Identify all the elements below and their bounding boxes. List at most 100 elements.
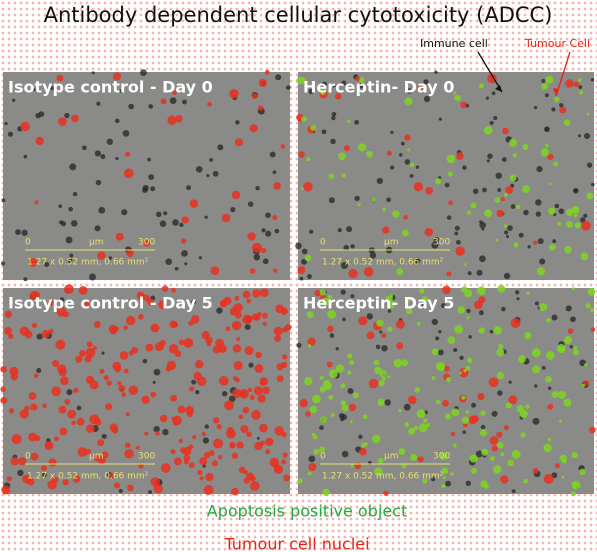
tumour-nucleus xyxy=(446,271,452,277)
tumour-nucleus xyxy=(29,290,39,301)
cell xyxy=(67,258,73,263)
cell xyxy=(68,206,74,212)
apoptosis-object xyxy=(422,478,428,484)
cell xyxy=(534,301,539,306)
cell xyxy=(535,199,542,206)
tumour-nucleus xyxy=(121,392,127,397)
cell xyxy=(491,91,496,96)
apoptosis-object xyxy=(463,368,467,373)
tumour-nucleus xyxy=(240,391,246,397)
scale-unit: µm xyxy=(384,452,399,462)
tumour-nucleus xyxy=(24,405,30,412)
cell xyxy=(174,266,179,271)
tumour-nucleus xyxy=(177,405,186,414)
tumour-nucleus xyxy=(108,472,115,479)
cell xyxy=(11,98,16,102)
tumour-nucleus xyxy=(0,386,6,393)
apoptosis-object xyxy=(347,119,351,124)
cell xyxy=(341,450,349,458)
panel-label: Isotype control - Day 5 xyxy=(8,294,213,313)
tumour-nucleus xyxy=(231,487,239,496)
tumour-nucleus xyxy=(344,145,350,152)
cell xyxy=(515,290,520,295)
apoptosis-object xyxy=(300,186,304,190)
apoptosis-object xyxy=(469,454,478,463)
scale-unit: µm xyxy=(89,238,104,248)
cell xyxy=(299,276,304,281)
tumour-nucleus xyxy=(478,296,486,304)
cell xyxy=(328,197,335,204)
cell xyxy=(459,355,464,361)
cell xyxy=(485,96,490,100)
cell xyxy=(309,229,314,234)
tumour-nucleus xyxy=(283,474,291,482)
cell xyxy=(35,113,41,119)
apoptosis-object xyxy=(518,355,526,364)
tumour-nucleus xyxy=(208,450,215,456)
apoptosis-object xyxy=(374,467,383,477)
apoptosis-object xyxy=(431,348,439,356)
tumour-nucleus xyxy=(443,365,450,372)
tumour-nucleus xyxy=(188,462,195,469)
scale-dims: 1.27 x 0.52 mm, 0.66 mm² xyxy=(322,472,444,482)
tumour-nucleus xyxy=(223,296,232,305)
tumour-nucleus xyxy=(249,481,260,491)
tumour-nucleus xyxy=(34,200,39,205)
tumour-nucleus xyxy=(170,449,176,455)
tumour-nucleus xyxy=(225,326,231,332)
apoptosis-object xyxy=(577,78,582,82)
cell xyxy=(275,74,282,81)
tumour-nucleus xyxy=(218,375,229,386)
apoptosis-object xyxy=(505,402,512,409)
tumour-nucleus xyxy=(168,344,179,354)
tumour-nucleus xyxy=(565,79,574,88)
tumour-nucleus xyxy=(126,249,134,258)
apoptosis-object xyxy=(409,162,415,168)
apoptosis-object xyxy=(327,309,337,319)
apoptosis-object xyxy=(398,408,403,413)
cell xyxy=(486,159,490,163)
tumour-nucleus xyxy=(348,268,358,279)
tumour-nucleus xyxy=(264,69,270,75)
apoptosis-object xyxy=(564,246,572,254)
cell xyxy=(482,187,487,193)
tumour-nucleus xyxy=(75,355,83,363)
tumour-nucleus xyxy=(28,392,37,400)
cell xyxy=(153,425,160,433)
cell xyxy=(533,105,538,110)
arrow-head xyxy=(495,85,502,92)
apoptosis-object xyxy=(349,420,353,424)
tumour-nucleus xyxy=(307,337,316,346)
tumour-nucleus xyxy=(217,454,223,460)
cell xyxy=(285,85,291,90)
cell xyxy=(217,144,224,151)
apoptosis-object xyxy=(548,182,552,186)
tumour-nucleus xyxy=(265,437,274,447)
scale-unit: µm xyxy=(384,238,399,248)
tumour-nucleus xyxy=(282,452,288,458)
cell xyxy=(501,157,507,163)
tumour-nucleus xyxy=(417,85,423,92)
tumour-nucleus xyxy=(297,266,306,275)
cell xyxy=(435,336,440,341)
tumour-nucleus xyxy=(234,138,243,147)
tumour-nucleus xyxy=(205,472,214,482)
tumour-nucleus xyxy=(314,289,322,297)
tumour-nucleus xyxy=(258,78,267,88)
scale-dims: 1.27 x 0.52 mm, 0.66 mm² xyxy=(27,472,149,482)
apoptosis-object xyxy=(543,443,552,453)
cell xyxy=(446,215,452,220)
tumour-nucleus xyxy=(175,115,183,123)
tumour-nucleus xyxy=(229,307,238,316)
apoptosis-object xyxy=(347,370,352,375)
tumour-nucleus xyxy=(142,294,150,302)
tumour-nucleus xyxy=(273,326,283,336)
tumour-nucleus xyxy=(500,197,505,202)
cell xyxy=(307,274,312,279)
tumour-nucleus xyxy=(232,376,237,381)
apoptosis-object xyxy=(461,416,470,424)
cell xyxy=(475,450,483,458)
tumour-nucleus xyxy=(259,423,268,433)
tumour-nucleus xyxy=(299,399,308,408)
